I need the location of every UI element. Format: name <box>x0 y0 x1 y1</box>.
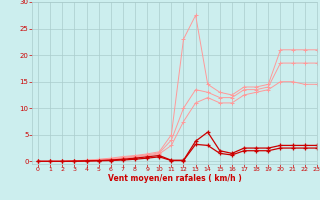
X-axis label: Vent moyen/en rafales ( km/h ): Vent moyen/en rafales ( km/h ) <box>108 174 241 183</box>
